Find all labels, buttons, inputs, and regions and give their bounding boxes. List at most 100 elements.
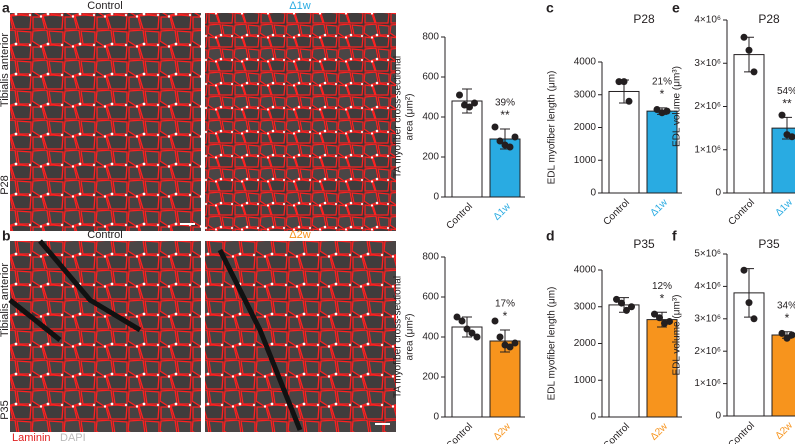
y-tick-label: 3000: [574, 89, 597, 100]
y-axis-label: EDL myofiber length (μm): [547, 71, 558, 185]
data-point: [778, 329, 786, 337]
y-axis-label: area (μm²): [405, 314, 416, 361]
bar: [608, 304, 640, 418]
data-point: [625, 97, 633, 105]
x-tick-label: Δ2w: [773, 420, 795, 442]
legend-laminin: Laminin: [12, 432, 51, 444]
y-tick-label: 800: [422, 32, 439, 43]
panel-label: f: [672, 228, 677, 244]
y-tick-label: 2×10⁶: [694, 346, 721, 357]
image-label: Δ1w: [289, 0, 310, 12]
micrograph: [10, 13, 201, 231]
data-point: [466, 103, 473, 111]
y-axis-label: TA myofiber cross-sectional: [393, 56, 404, 178]
bar: [646, 110, 678, 194]
y-tick-label: 200: [422, 372, 439, 383]
y-tick-label: 400: [422, 112, 439, 123]
data-point: [615, 78, 623, 86]
panel-label: e: [672, 0, 680, 16]
chart-title: P28: [633, 12, 655, 26]
data-point: [491, 317, 499, 325]
data-point: [656, 314, 663, 322]
y-axis-label: area (μm²): [405, 94, 416, 141]
annotation: **: [500, 108, 510, 122]
y-tick-label: 0: [715, 188, 721, 199]
data-point: [783, 334, 791, 342]
data-point: [456, 91, 463, 99]
panel-label: b: [2, 228, 11, 244]
data-point: [463, 325, 471, 333]
data-point: [511, 133, 519, 141]
data-point: [663, 107, 671, 115]
data-point: [468, 329, 476, 337]
data-point: [458, 317, 466, 325]
annotation: 34%: [777, 300, 795, 311]
data-point: [788, 133, 795, 141]
x-tick-label: Control: [601, 197, 632, 228]
data-point: [511, 339, 519, 347]
data-point: [745, 299, 753, 307]
age-label: P35: [0, 400, 11, 420]
x-tick-label: Δ1w: [648, 197, 670, 219]
y-tick-label: 0: [590, 412, 596, 423]
y-tick-label: 2×10⁶: [694, 101, 721, 112]
y-tick-label: 600: [422, 292, 439, 303]
data-point: [745, 46, 753, 54]
data-point: [651, 310, 658, 318]
bar: [733, 54, 765, 194]
annotation: **: [782, 96, 792, 110]
x-tick-label: Control: [444, 421, 475, 444]
data-point: [453, 313, 461, 321]
y-tick-label: 400: [422, 332, 439, 343]
annotation: *: [660, 291, 665, 305]
y-tick-label: 3×10⁶: [694, 58, 721, 69]
data-point: [491, 123, 499, 131]
y-tick-label: 200: [422, 152, 439, 163]
data-point: [740, 266, 748, 274]
bar: [451, 326, 483, 418]
y-tick-label: 4000: [574, 57, 597, 68]
annotation: *: [785, 311, 790, 325]
y-tick-label: 1×10⁶: [694, 144, 721, 155]
y-axis-label: EDL volume (μm³): [672, 66, 683, 147]
y-tick-label: 1000: [574, 375, 597, 386]
chart-title: P35: [758, 237, 780, 251]
age-label: P28: [0, 175, 11, 195]
y-tick-label: 3000: [574, 301, 597, 312]
data-point: [628, 303, 635, 311]
y-tick-label: 0: [715, 411, 721, 422]
chart-title: P28: [758, 12, 780, 26]
y-tick-label: 0: [590, 188, 596, 199]
panel-label: d: [546, 228, 555, 244]
data-point: [618, 299, 625, 307]
annotation: *: [503, 309, 508, 323]
x-tick-label: Δ1w: [773, 197, 795, 219]
y-tick-label: 800: [422, 252, 439, 263]
data-point: [613, 295, 620, 303]
data-point: [496, 137, 504, 145]
data-point: [778, 111, 786, 119]
micrograph: [205, 241, 396, 432]
data-point: [750, 315, 758, 323]
micrographs: [8, 13, 396, 432]
data-point: [506, 343, 514, 351]
annotation: 54%: [777, 86, 795, 97]
panel-label: a: [2, 0, 10, 16]
bar: [451, 100, 483, 198]
x-tick-label: Δ2w: [648, 421, 670, 443]
tissue-gap: [8, 239, 303, 431]
y-tick-label: 5×10⁶: [694, 249, 721, 260]
micrograph: [205, 13, 396, 231]
y-tick-label: 4000: [574, 265, 597, 276]
y-tick-label: 600: [422, 72, 439, 83]
y-tick-label: 0: [433, 412, 439, 423]
panel-label: c: [546, 0, 554, 16]
y-tick-label: 4×10⁶: [694, 15, 721, 26]
data-point: [496, 333, 504, 341]
data-point: [653, 105, 661, 113]
data-point: [623, 306, 630, 314]
micrograph: [10, 241, 201, 432]
data-point: [473, 333, 481, 341]
image-label: Control: [87, 229, 122, 241]
